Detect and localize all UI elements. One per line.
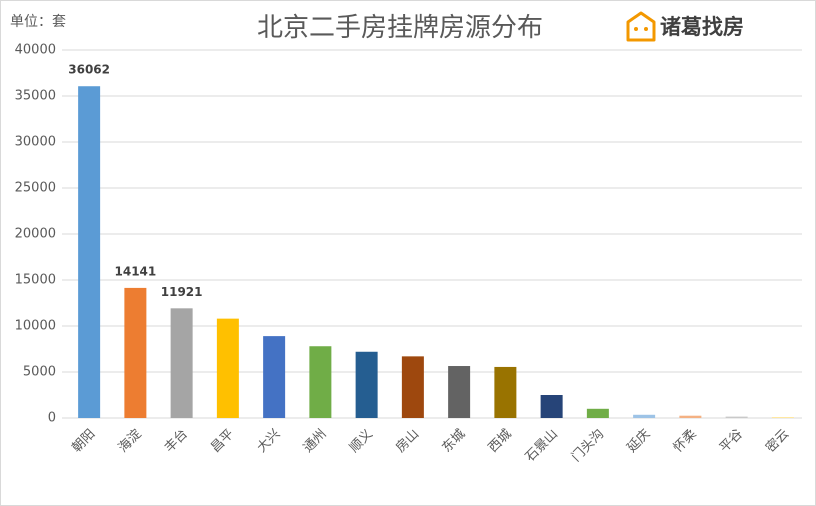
y-tick-label: 25000	[15, 181, 56, 196]
unit-label: 单位：套	[10, 14, 66, 30]
y-tick-label: 35000	[15, 89, 56, 104]
bar	[540, 395, 563, 418]
bar	[124, 287, 147, 418]
y-tick-label: 5000	[23, 365, 56, 380]
data-label: 36062	[68, 63, 110, 77]
bar	[725, 416, 748, 418]
data-label: 14141	[115, 264, 157, 278]
bar	[586, 408, 609, 418]
bar	[355, 351, 378, 418]
logo-icon-eye	[644, 27, 648, 31]
logo-icon	[626, 11, 656, 42]
bar	[216, 318, 239, 418]
y-tick-label: 0	[48, 411, 56, 426]
y-tick-label: 30000	[15, 135, 56, 150]
bar	[633, 414, 656, 418]
bar	[679, 415, 702, 418]
y-tick-label: 10000	[15, 319, 56, 334]
bar	[263, 336, 286, 418]
bar	[309, 346, 332, 418]
y-tick-label: 40000	[15, 43, 56, 58]
bar	[170, 308, 193, 418]
data-label: 11921	[161, 285, 203, 299]
y-tick-label: 20000	[15, 227, 56, 242]
bar	[448, 366, 471, 418]
bar	[401, 356, 424, 418]
chart-title: 北京二手房挂牌房源分布	[257, 13, 543, 43]
y-tick-label: 15000	[15, 273, 56, 288]
logo-icon-eye	[634, 27, 638, 31]
bar	[78, 86, 101, 418]
bar	[771, 417, 794, 418]
logo: 诸葛找房	[626, 11, 744, 42]
logo-text: 诸葛找房	[660, 15, 744, 39]
bar	[494, 366, 517, 418]
